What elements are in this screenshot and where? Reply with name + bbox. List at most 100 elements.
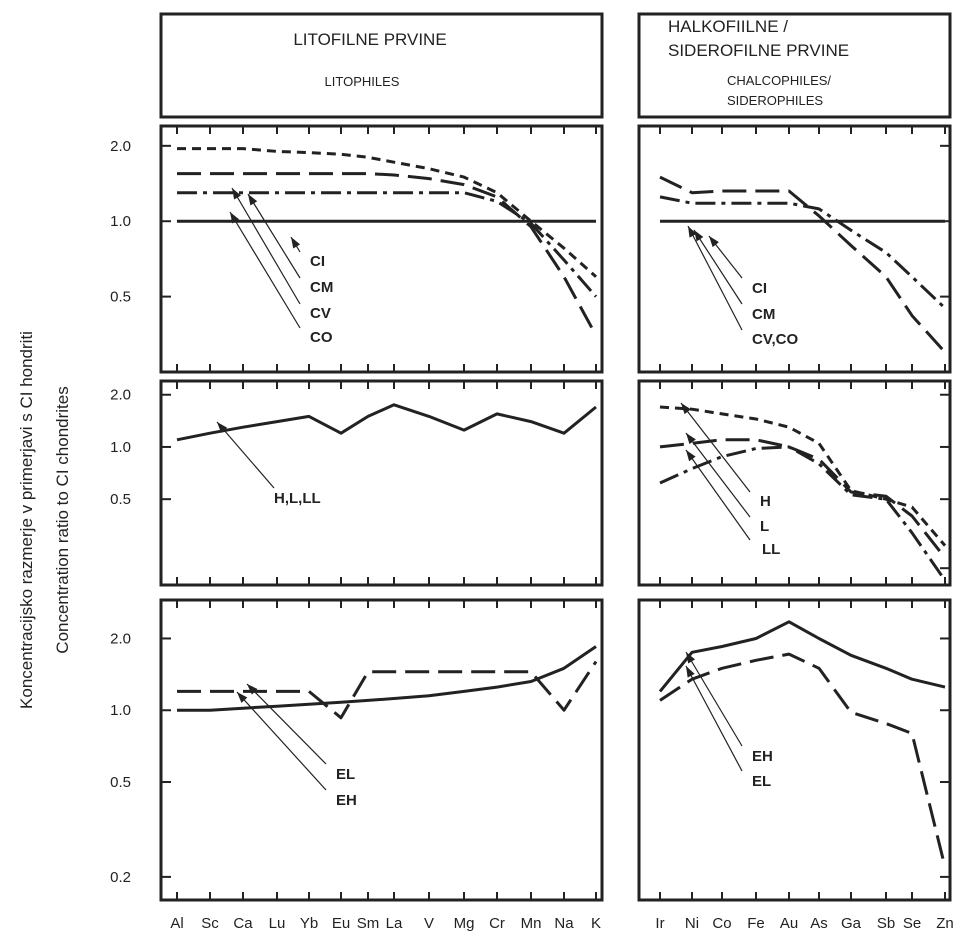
panel-right-top: CI CM CV,CO (637, 124, 952, 374)
annotation-arrowhead (709, 236, 719, 248)
series-line-h-l-ll (176, 403, 597, 442)
panel-frame (159, 598, 604, 902)
y-tick-label: 2.0 (110, 138, 131, 155)
annotation-arrow (229, 211, 301, 329)
y-tick-label: 0.5 (110, 491, 131, 508)
x-tick-label: Ga (841, 915, 862, 932)
series-line-h (659, 405, 947, 547)
x-tick-label: Sb (877, 915, 895, 932)
x-tick-label: Lu (269, 915, 286, 932)
panel-frame (637, 379, 952, 587)
annotation-arrowhead (686, 433, 696, 445)
panel-frame (637, 598, 952, 902)
annotation-arrowhead (217, 422, 228, 433)
header-left-title: LITOFILNE PRVINE (293, 30, 446, 49)
y-axis-label-line1: Koncentracijsko razmerje v primerjavi s … (17, 331, 36, 709)
y-tick-label: 1.0 (110, 439, 131, 456)
series-line-cm (177, 147, 597, 278)
annotation-arrowhead (681, 403, 691, 415)
annotation-label: L (760, 518, 769, 535)
annotation-label: EL (752, 773, 771, 790)
y-tick-label: 0.5 (110, 289, 131, 306)
panels: 2.0 1.0 0.5 CI CM CV CO CI CM CV,CO 2.0 1.0 0.5 H,L,L… (110, 124, 954, 932)
series-line-ll (659, 445, 947, 582)
annotation-arrow (685, 665, 743, 772)
annotation-arrow (685, 449, 751, 541)
annotation-arrow (685, 651, 743, 747)
x-tick-label: Yb (300, 915, 318, 932)
header-right: HALKOFIILNE / SIDEROFILNE PRVINE CHALCOP… (637, 12, 952, 119)
series-line-cv-co (659, 175, 947, 354)
annotation-label: CM (752, 306, 775, 323)
annotation-label: H (760, 493, 771, 510)
annotation-arrow (680, 402, 751, 493)
series-line-el (177, 660, 598, 720)
x-tick-label: Mn (521, 915, 542, 932)
x-tick-label: Se (903, 915, 921, 932)
y-tick-label: 0.2 (110, 869, 131, 886)
panel-left-middle: 2.0 1.0 0.5 H,L,LL (110, 379, 604, 587)
annotation-label: CI (310, 253, 325, 270)
x-tick-label: Sm (357, 915, 380, 932)
series-line-eh (177, 645, 597, 712)
annotation-arrowhead (686, 450, 696, 462)
x-tick-label: Co (712, 915, 731, 932)
annotation-arrowhead (237, 692, 248, 703)
panel-left-top: 2.0 1.0 0.5 CI CM CV CO (110, 124, 604, 374)
annotation-arrowhead (232, 188, 242, 200)
y-tick-label: 1.0 (110, 213, 131, 230)
x-tick-label: Ir (655, 915, 664, 932)
x-tick-label: La (386, 915, 403, 932)
y-tick-label: 2.0 (110, 387, 131, 404)
annotation-arrow (236, 691, 327, 791)
annotation-arrowhead (291, 237, 301, 249)
annotation-label: CV,CO (752, 331, 798, 348)
series-line-cv (177, 172, 598, 337)
x-tick-label: Na (554, 915, 574, 932)
annotation-arrow (693, 229, 743, 305)
x-tick-label: Eu (332, 915, 350, 932)
annotation-label: CV (310, 305, 331, 322)
annotation-label: CI (752, 280, 767, 297)
annotation-arrow (687, 225, 743, 331)
y-axis-label-line2: Concentration ratio to CI chondrites (53, 386, 72, 653)
annotation-arrowhead (686, 666, 695, 678)
x-tick-label: Mg (454, 915, 475, 932)
series-line-cm (659, 195, 947, 310)
y-axis-label: Koncentracijsko razmerje v primerjavi s … (17, 331, 72, 709)
panel-right-bottom: EH EL Ir Ni Co Fe Au As Ga Sb Se Zn (637, 598, 954, 932)
annotation-arrowhead (230, 212, 240, 224)
annotation-arrow (685, 432, 751, 518)
series-line-el (659, 652, 947, 868)
annotation-arrowhead (248, 194, 258, 206)
y-tick-label: 0.5 (110, 774, 131, 791)
annotation-label: EL (336, 766, 355, 783)
x-tick-label: Au (780, 915, 798, 932)
annotation-label: LL (762, 541, 780, 558)
y-tick-label: 1.0 (110, 702, 131, 719)
x-tick-label: V (424, 915, 434, 932)
panel-frame (159, 379, 604, 587)
annotation-arrowhead (247, 684, 258, 695)
x-tick-label: Fe (747, 915, 765, 932)
header-right-title-line1: HALKOFIILNE / (668, 17, 788, 36)
x-tick-label: Ni (685, 915, 699, 932)
x-tick-label: Sc (201, 915, 219, 932)
annotation-label: CO (310, 329, 333, 346)
annotation-arrowhead (694, 230, 704, 242)
panel-frame (637, 124, 952, 374)
header-left: LITOFILNE PRVINE LITOPHILES (159, 12, 604, 119)
x-tick-label: As (810, 915, 828, 932)
x-tick-label: K (591, 915, 601, 932)
panel-frame (159, 124, 604, 374)
annotation-arrowhead (688, 226, 697, 238)
annotation-arrow (246, 683, 327, 765)
x-tick-label: Al (170, 915, 183, 932)
annotation-arrowhead (686, 652, 696, 664)
annotation-arrow (247, 193, 301, 279)
annotation-arrow (231, 187, 301, 305)
annotation-label: H,L,LL (274, 490, 321, 507)
y-tick-label: 2.0 (110, 630, 131, 647)
